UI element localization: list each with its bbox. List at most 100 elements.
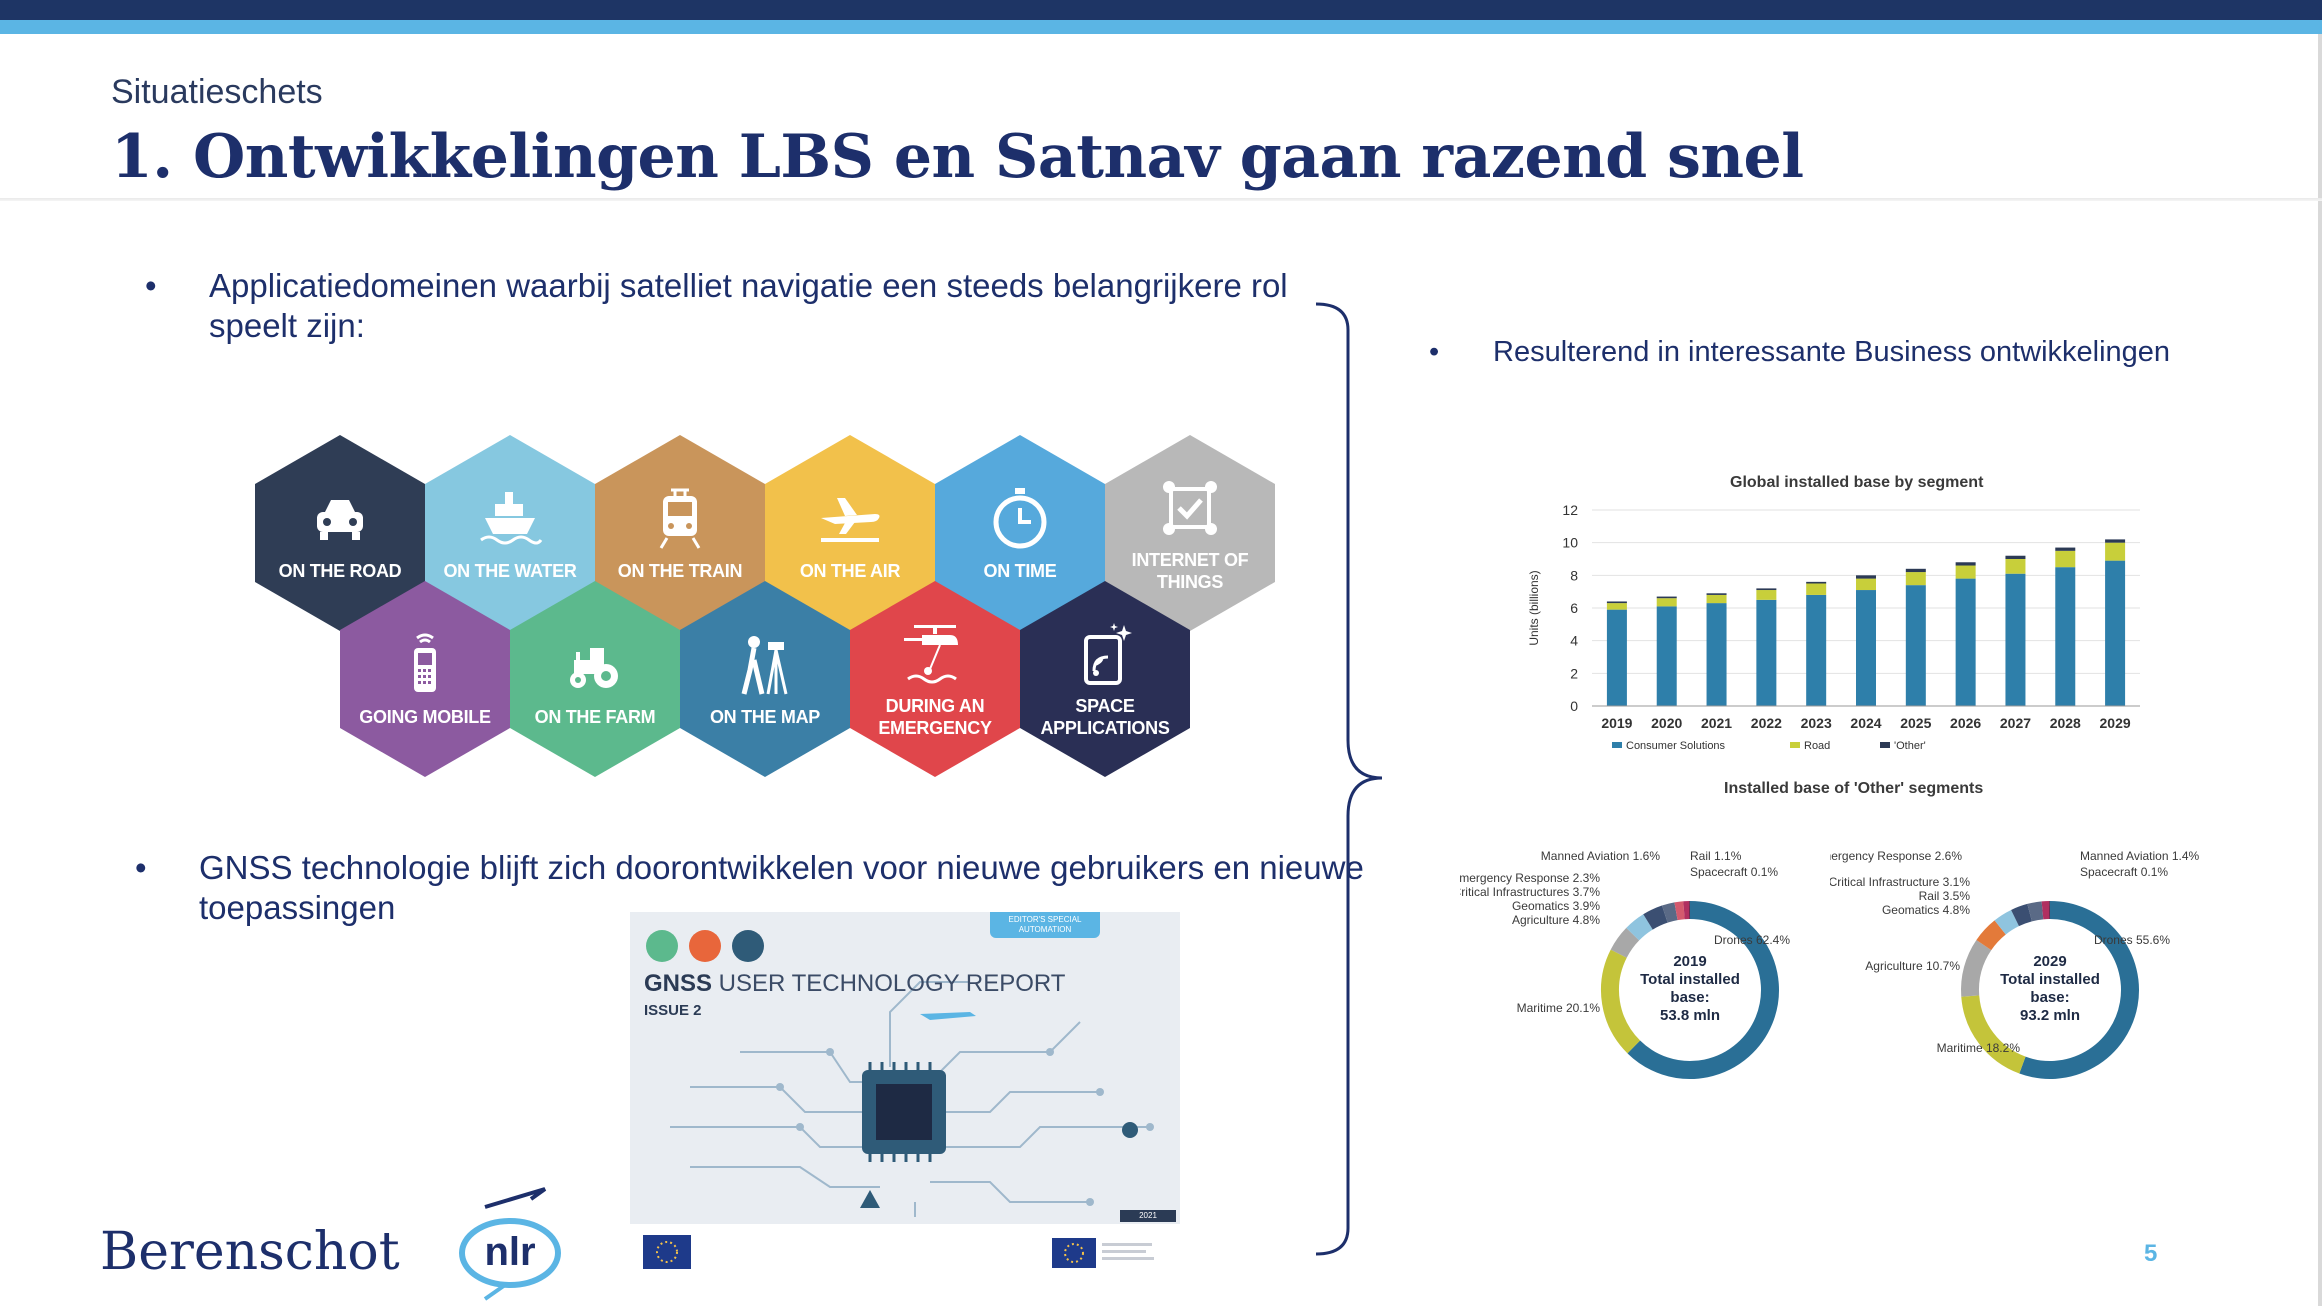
bullet-text-line: Resulterend in interessante Business ont… [1493, 336, 2171, 368]
top-bar-dark [0, 0, 2322, 20]
bar-segment [1756, 599, 1777, 706]
plane-icon [821, 498, 880, 542]
surveyor-icon [741, 636, 788, 695]
bullet-dot: • [1429, 336, 1440, 368]
bar-segment [1856, 578, 1876, 591]
legend-label: 'Other' [1894, 740, 1926, 752]
x-tick-label: 2020 [1651, 715, 1682, 731]
legend-swatch [1880, 742, 1890, 748]
car-icon [317, 500, 363, 540]
donut-section-title: Installed base of 'Other' segments [1724, 780, 1984, 797]
hex-on-the-farm: ON THE FARM [510, 581, 680, 777]
bar-segment [1955, 562, 1976, 566]
bar-segment [2055, 567, 2076, 706]
tractor-icon [570, 648, 618, 688]
bullet-application-domains: • Applicatiedomeinen waarbij satelliet n… [145, 266, 1288, 346]
bar-segment [1955, 578, 1976, 706]
bar-segment [2105, 542, 2126, 561]
donut-center-text: base: [2030, 989, 2069, 1006]
bullet-text-line: toepassingen [199, 889, 396, 926]
report-title-rest: USER TECHNOLOGY REPORT [712, 970, 1066, 997]
x-tick-label: 2024 [1850, 715, 1881, 731]
donut-slice [2027, 901, 2044, 922]
donut-slice [1627, 901, 1779, 1079]
hex-label: ON THE FARM [534, 707, 656, 727]
hex-going-mobile: GOING MOBILE [340, 581, 510, 777]
bar-segment [2055, 550, 2076, 568]
donut-center-text: Total installed [1640, 971, 1740, 988]
donut-slice [2011, 903, 2033, 927]
y-axis-label: Units (billions) [1527, 570, 1541, 645]
donut-slice-label: Rail 3.5% [1919, 889, 1971, 903]
bar-segment [2105, 539, 2126, 543]
bullet-dot: • [135, 849, 147, 886]
train-icon [659, 488, 701, 549]
eu-flag-icon [643, 1235, 691, 1269]
report-dots [646, 930, 764, 962]
donut-center-text: 93.2 mln [2020, 1007, 2080, 1024]
hex-on-the-map: ON THE MAP [680, 581, 850, 777]
top-bar-light [0, 20, 2322, 34]
bar-segment [2105, 560, 2126, 706]
bar-segment [1756, 588, 1777, 591]
y-tick-label: 8 [1570, 567, 1578, 583]
bar-segment [1856, 575, 1876, 579]
donut-slice [1626, 914, 1653, 941]
y-tick-label: 0 [1570, 698, 1578, 714]
donut-slice-label: Geomatics 4.8% [1882, 903, 1970, 917]
donut-center-text: 53.8 mln [1660, 1007, 1720, 1024]
y-tick-label: 6 [1570, 600, 1578, 616]
hex-label: ON TIME [983, 561, 1057, 581]
donut-slice [1610, 927, 1640, 959]
report-title: GNSS USER TECHNOLOGY REPORT [644, 970, 1065, 998]
title-divider [0, 198, 2322, 201]
legend-label: Consumer Solutions [1626, 740, 1726, 752]
mobile-icon [414, 633, 436, 692]
x-tick-label: 2023 [1801, 715, 1832, 731]
donut-slice-label: Drones 55.6% [2094, 933, 2170, 947]
slide-right-edge [2318, 34, 2322, 1306]
donut-slice [1976, 920, 2007, 951]
report-issue: ISSUE 2 [644, 1002, 702, 1019]
donut-slice-label: Agriculture 10.7% [1865, 959, 1960, 973]
donut-slice [1994, 909, 2020, 935]
ship-icon [480, 492, 543, 545]
report-year: 2021 [1120, 1210, 1176, 1222]
bar-segment [2005, 559, 2026, 574]
y-tick-label: 2 [1570, 665, 1578, 681]
legend-label: Road [1804, 740, 1830, 752]
donut-center-text: Total installed [2000, 971, 2100, 988]
donut-slice [1661, 902, 1678, 923]
x-tick-label: 2027 [2000, 715, 2031, 731]
hex-label: GOING MOBILE [359, 707, 491, 727]
donut-slice-label: Critical Infrastructure 3.1% [1830, 875, 1970, 889]
application-domain-hexagons: ON THE ROAD ON THE WATER ON THE TRAIN ON… [255, 435, 1275, 780]
page-number: 5 [2144, 1240, 2158, 1267]
donut-slice-label: Maritime 18.2% [1937, 1041, 2021, 1055]
donut-slice [1601, 949, 1641, 1054]
hex-label: ON THE ROAD [278, 561, 402, 581]
bullet-text-line: GNSS technologie blijft zich doorontwikk… [199, 849, 1364, 886]
stopwatch-icon [993, 488, 1047, 549]
bar-segment [1955, 565, 1976, 579]
bullet-text-line: Applicatiedomeinen waarbij satelliet nav… [209, 267, 1288, 304]
slide-title: 1. Ontwikkelingen LBS en Satnav gaan raz… [111, 122, 1804, 192]
donut-slice-label: Maritime 20.1% [1517, 1001, 1601, 1015]
donut-slice [1961, 995, 2026, 1074]
bullet-text-line: speelt zijn: [209, 307, 365, 344]
y-tick-label: 10 [1562, 535, 1578, 551]
hex-label: ON THE MAP [709, 707, 820, 727]
donut-slice-label: Manned Aviation 1.6% [1541, 849, 1661, 863]
report-title-bold: GNSS [644, 970, 713, 997]
gnss-report-cover: EDITOR'S SPECIAL AUTOMATION GNSS USER TE… [630, 912, 1180, 1224]
bar-segment [1856, 590, 1876, 706]
legend-swatch [1790, 742, 1800, 748]
y-tick-label: 4 [1570, 633, 1578, 649]
bar-segment [1706, 594, 1727, 604]
bar-segment [1905, 572, 1926, 586]
berenschot-logo: Berenschot [100, 1222, 400, 1282]
hex-label: THINGS [1156, 572, 1224, 592]
donut-slice [1961, 939, 1992, 997]
